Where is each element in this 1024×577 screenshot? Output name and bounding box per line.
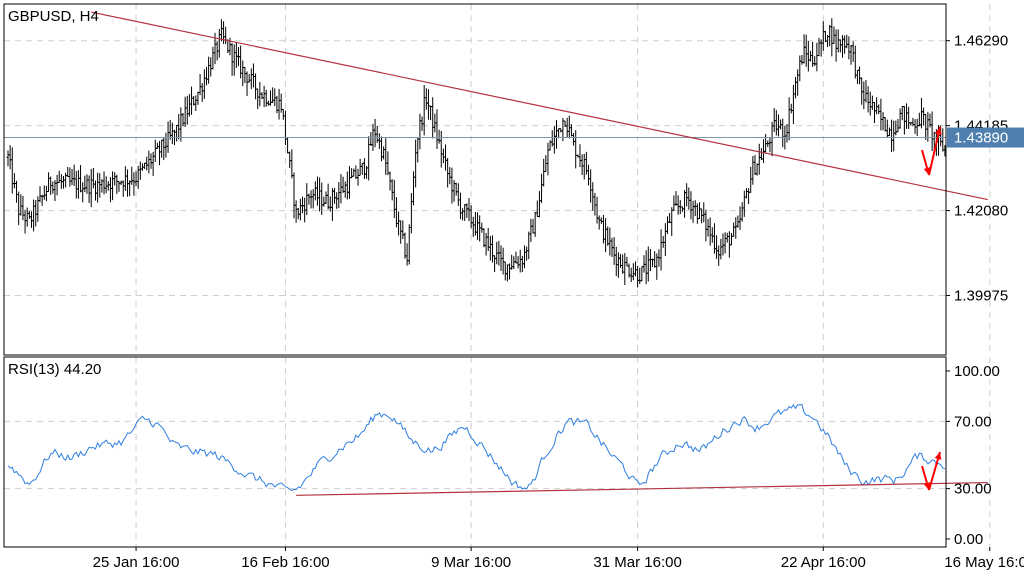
time-tick-label: 16 Feb 16:00 (241, 554, 329, 571)
rsi-tick-label: 100.00 (954, 363, 1000, 380)
rsi-plot (7, 403, 988, 496)
rsi-gridlines (4, 357, 991, 547)
rsi-up-arrow (928, 451, 942, 491)
rsi-tick-label: 30.00 (954, 481, 992, 498)
rsi-title: RSI(13) 44.20 (8, 361, 101, 378)
price-overlays (4, 11, 988, 201)
rsi-panel-frame (3, 356, 947, 548)
arrow-shaft (928, 126, 941, 176)
time-tick-label: 31 Mar 16:00 (593, 554, 681, 571)
panel-frames (3, 3, 947, 548)
price-chart-title: GBPUSD, H4 (8, 8, 99, 25)
time-tick-label: 9 Mar 16:00 (431, 554, 511, 571)
axis-labels: 1.462901.441851.420801.399751.43890100.0… (93, 33, 1024, 571)
time-tick-label: 25 Jan 16:00 (93, 554, 180, 571)
rsi-trendline (296, 481, 988, 496)
current-price-label: 1.43890 (954, 130, 1008, 147)
arrow-head (934, 127, 942, 135)
time-tick-label: 16 May 16:00 (944, 554, 1024, 571)
price-tick-label: 1.46290 (954, 33, 1008, 50)
up-arrow (928, 126, 942, 176)
arrow-head (934, 452, 942, 460)
price-tick-label: 1.42080 (954, 203, 1008, 220)
time-tick-label: 22 Apr 16:00 (781, 554, 866, 571)
current-price-tag (947, 127, 1024, 148)
price-panel-frame (3, 3, 947, 356)
price-bars (6, 18, 947, 288)
price-tick-label: 1.39975 (954, 287, 1008, 304)
rsi-tick-label: 0.00 (954, 531, 983, 548)
rsi-tick-label: 70.00 (954, 413, 992, 430)
price-trendline (91, 11, 988, 201)
rsi-series-line (7, 403, 946, 492)
